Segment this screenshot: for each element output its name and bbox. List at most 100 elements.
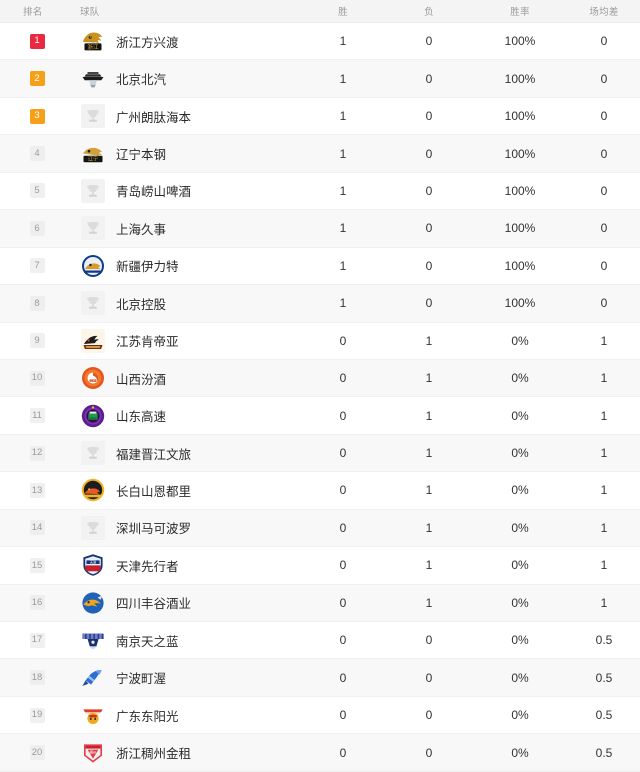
table-header-row: 排名 球队 胜 负 胜率 场均差 [0,0,640,23]
nanjing-monkey-kings-logo [80,627,106,653]
team-cell[interactable]: 深圳马可波罗 [74,515,300,541]
avg-diff-cell: 1 [600,520,608,535]
table-row[interactable]: 13 长白山恩都里 0 1 0% 1 [0,472,640,510]
rank-badge: 3 [29,108,45,124]
win-pct-cell: 0% [511,520,529,535]
rank-badge: 11 [29,408,45,424]
changbaishan-logo [80,477,106,503]
wins-cell: 0 [339,708,347,723]
losses-cell: 0 [425,34,433,49]
table-row[interactable]: 8 北京控股 1 0 100% 0 [0,285,640,323]
team-cell[interactable]: 青岛崂山啤酒 [74,178,300,204]
avg-diff-cell: 0 [600,146,608,161]
table-row[interactable]: 4 辽宁 辽宁本钢 1 0 100% 0 [0,135,640,173]
win-pct-cell: 0% [511,558,529,573]
table-row[interactable]: 17 南京天之蓝 0 0 0% 0.5 [0,622,640,660]
team-cell[interactable]: 长白山恩都里 [74,477,300,503]
losses-cell: 0 [425,71,433,86]
table-row[interactable]: 11 山东高速 0 1 0% 1 [0,397,640,435]
shanxi-loongs-logo: 山西 [80,365,106,391]
trophy-placeholder-logo [80,290,106,316]
rank-cell: 6 [0,220,74,236]
team-cell[interactable]: 山西 山西汾酒 [74,365,300,391]
team-cell[interactable]: 南京天之蓝 [74,627,300,653]
team-name: 北京控股 [116,297,167,312]
table-row[interactable]: 7 新疆伊力特 1 0 100% 0 [0,247,640,286]
rank-badge: 16 [29,595,45,611]
wins-cell: 0 [339,558,347,573]
team-name: 浙江方兴渡 [116,35,179,50]
team-cell[interactable]: 上海久事 [74,215,300,241]
svg-text:辽宁: 辽宁 [88,155,98,162]
table-row[interactable]: 12 福建晋江文旅 0 1 0% 1 [0,434,640,473]
team-cell[interactable]: 广东东阳光 [74,702,300,728]
column-losses-label: 负 [424,7,434,18]
table-row[interactable]: 20 稠州 浙江稠州金租 0 0 0% 0.5 [0,734,640,772]
team-cell[interactable]: 福建晋江文旅 [74,440,300,466]
shandong-heroes-logo [80,403,106,429]
rank-cell: 10 [0,370,74,386]
rank-badge: 10 [29,370,45,386]
table-row[interactable]: 16 四川丰谷酒业 0 1 0% 1 [0,584,640,622]
team-cell[interactable]: 江苏肯帝亚 [74,328,300,354]
rank-cell: 4 [0,146,74,162]
team-name: 南京天之蓝 [116,634,179,649]
column-rank-label: 排名 [23,7,43,18]
team-cell[interactable]: 北京控股 [74,290,300,316]
team-cell[interactable]: 天津 天津先行者 [74,552,300,578]
table-row[interactable]: 18 宁波町渥 0 0 0% 0.5 [0,659,640,697]
beijing-ducks-logo [80,66,106,92]
rank-badge: 5 [29,183,45,199]
avg-diff-cell: 0.5 [595,670,613,685]
wins-cell: 0 [339,446,347,461]
table-row[interactable]: 19 广东东阳光 0 0 0% 0.5 [0,696,640,735]
xinjiang-flying-tigers-logo [80,253,106,279]
team-cell[interactable]: 山东高速 [74,403,300,429]
zhejiang-golden-bulls-logo: 稠州 [80,740,106,766]
losses-cell: 1 [425,483,433,498]
table-row[interactable]: 3 广州朗肽海本 1 0 100% 0 [0,97,640,136]
avg-diff-cell: 0 [600,71,608,86]
team-cell[interactable]: 新疆伊力特 [74,253,300,279]
table-row[interactable]: 2 北京北汽 1 0 100% 0 [0,60,640,98]
win-pct-cell: 0% [511,708,529,723]
losses-cell: 0 [425,183,433,198]
table-row[interactable]: 10 山西 山西汾酒 0 1 0% 1 [0,359,640,398]
team-cell[interactable]: 四川丰谷酒业 [74,590,300,616]
ningbo-rockets-logo [80,665,106,691]
team-cell[interactable]: 浙江 浙江方兴渡 [74,28,300,54]
rank-badge: 6 [29,220,45,236]
rank-cell: 20 [0,745,74,761]
table-row[interactable]: 5 青岛崂山啤酒 1 0 100% 0 [0,172,640,211]
team-name: 福建晋江文旅 [116,447,192,462]
team-cell[interactable]: 广州朗肽海本 [74,103,300,129]
avg-diff-cell: 0 [600,258,608,273]
rank-badge: 1 [29,33,45,49]
table-row[interactable]: 14 深圳马可波罗 0 1 0% 1 [0,509,640,548]
table-row[interactable]: 9 江苏肯帝亚 0 1 0% 1 [0,322,640,360]
team-name: 青岛崂山啤酒 [116,185,192,200]
win-pct-cell: 100% [504,296,536,311]
team-cell[interactable]: 辽宁 辽宁本钢 [74,141,300,167]
table-row[interactable]: 1 浙江 浙江方兴渡 1 0 100% 0 [0,23,640,61]
svg-text:稠州: 稠州 [90,749,97,754]
jiangsu-dragons-logo [80,328,106,354]
table-row[interactable]: 6 上海久事 1 0 100% 0 [0,210,640,248]
losses-cell: 1 [425,446,433,461]
rank-cell: 9 [0,333,74,349]
wins-cell: 1 [339,71,347,86]
team-cell[interactable]: 稠州 浙江稠州金租 [74,740,300,766]
team-name: 深圳马可波罗 [116,522,192,537]
rank-badge: 15 [29,557,45,573]
losses-cell: 0 [425,708,433,723]
column-win-pct-label: 胜率 [510,7,530,18]
avg-diff-cell: 0.5 [595,633,613,648]
win-pct-cell: 0% [511,333,529,348]
team-cell[interactable]: 宁波町渥 [74,665,300,691]
win-pct-cell: 0% [511,633,529,648]
table-row[interactable]: 15 天津 天津先行者 0 1 0% 1 [0,547,640,585]
rank-badge: 4 [29,146,45,162]
avg-diff-cell: 0 [600,183,608,198]
team-cell[interactable]: 北京北汽 [74,66,300,92]
